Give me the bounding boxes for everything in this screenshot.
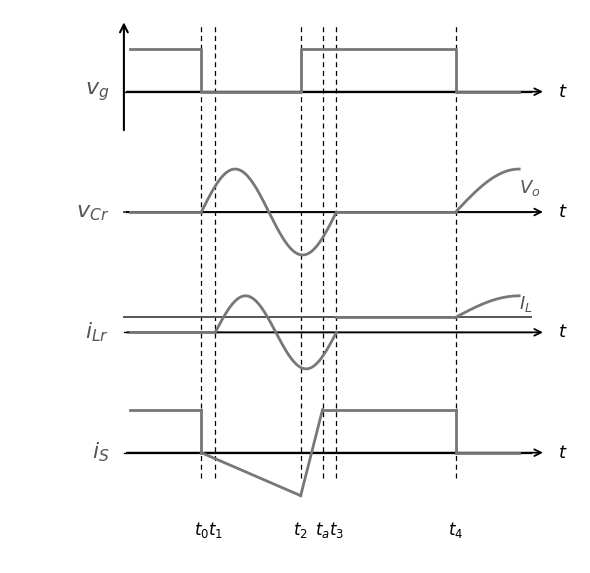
Text: $i_S$: $i_S$: [91, 441, 109, 465]
Text: $t_3$: $t_3$: [329, 520, 344, 540]
Text: $v_g$: $v_g$: [85, 80, 109, 103]
Text: $I_L$: $I_L$: [519, 295, 533, 315]
Text: $t$: $t$: [558, 83, 567, 101]
Text: $t_4$: $t_4$: [448, 520, 463, 540]
Text: $t_a$: $t_a$: [315, 520, 330, 540]
Text: $t_0$: $t_0$: [194, 520, 209, 540]
Text: $i_{Lr}$: $i_{Lr}$: [85, 320, 109, 344]
Text: $V_o$: $V_o$: [519, 178, 540, 198]
Text: $t$: $t$: [558, 203, 567, 221]
Text: $t_2$: $t_2$: [293, 520, 308, 540]
Text: $t$: $t$: [558, 444, 567, 462]
Text: $t_1$: $t_1$: [208, 520, 222, 540]
Text: $v_{Cr}$: $v_{Cr}$: [76, 201, 109, 223]
Text: $t$: $t$: [558, 323, 567, 342]
